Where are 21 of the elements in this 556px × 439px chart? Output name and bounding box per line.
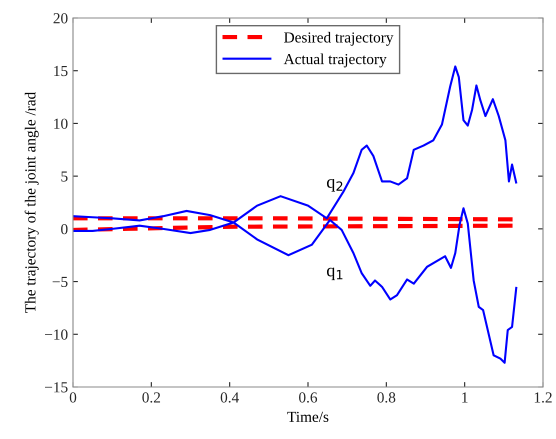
y-tick-label: 15: [54, 66, 68, 76]
x-tick-label: 0.8: [377, 392, 396, 403]
y-tick-label: −10: [45, 329, 68, 340]
y-tick-label: 0: [61, 224, 68, 234]
x-tick-label: 0.2: [142, 392, 160, 403]
x-axis-title: Time/s: [287, 412, 328, 422]
y-tick-label: 10: [54, 118, 68, 129]
legend-label: Actual trajectory: [284, 53, 387, 68]
legend-label: Desired trajectory: [284, 32, 394, 46]
y-axis-title: The trajectory of the joint angle /rad: [24, 92, 39, 313]
y-tick-label: 5: [61, 171, 68, 182]
x-tick-label: 1.2: [534, 392, 552, 403]
x-tick-label: 0: [70, 392, 76, 403]
x-tick-label: 1: [462, 392, 468, 402]
y-tick-label: 20: [54, 13, 68, 24]
annotation: q$_{2}$: [326, 179, 342, 192]
y-tick-label: −5: [52, 276, 68, 288]
y-tick-label: −15: [45, 382, 68, 392]
x-tick-label: 0.6: [299, 392, 318, 403]
annotation: q$_{1}$: [326, 268, 342, 280]
x-tick-label: 0.4: [220, 392, 239, 403]
